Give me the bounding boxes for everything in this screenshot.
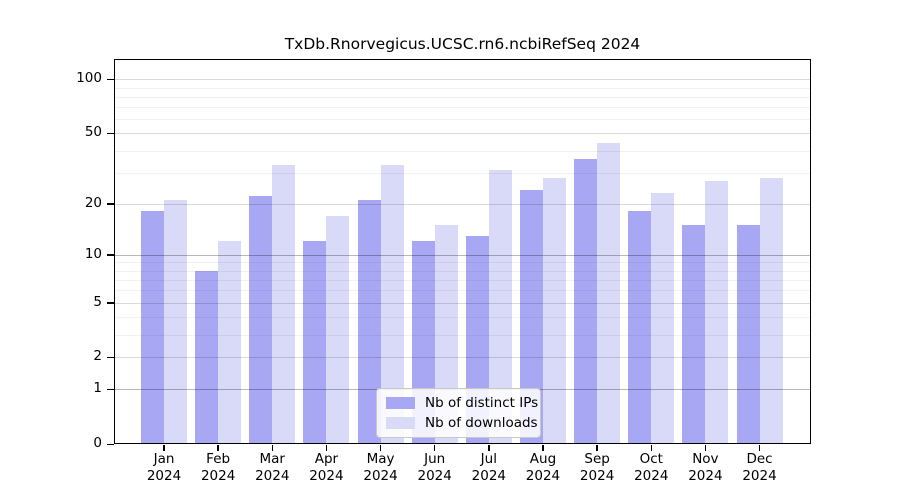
legend: Nb of distinct IPs Nb of downloads xyxy=(376,388,541,438)
x-tick-mark xyxy=(542,445,544,451)
bar-downloads xyxy=(272,165,296,445)
bar-downloads xyxy=(705,180,729,445)
x-tick-mark xyxy=(433,445,436,451)
bar-downloads xyxy=(164,199,187,445)
x-tick-label: Dec 2024 xyxy=(742,451,777,484)
x-tick-mark xyxy=(163,445,165,451)
x-tick-label: Aug 2024 xyxy=(525,451,561,484)
y-tick-label: 10 xyxy=(84,245,102,262)
y-tick-mark xyxy=(107,78,114,81)
x-tick-mark xyxy=(596,445,598,451)
x-tick-mark xyxy=(271,445,274,451)
y-tick-mark xyxy=(107,203,114,205)
y-tick-mark xyxy=(107,443,114,446)
bar-downloads xyxy=(326,215,350,445)
y-tick-label: 0 xyxy=(93,435,102,452)
legend-item: Nb of distinct IPs xyxy=(386,395,538,411)
y-tick-label: 2 xyxy=(93,348,102,365)
x-tick-mark xyxy=(217,445,219,451)
y-tick-label: 5 xyxy=(93,293,102,310)
x-tick-mark xyxy=(379,445,382,451)
x-tick-label: Feb 2024 xyxy=(200,451,236,484)
x-tick-mark xyxy=(488,445,490,451)
bar-downloads xyxy=(380,165,404,445)
y-tick-label: 1 xyxy=(93,380,102,397)
bar-distinct-ips xyxy=(357,199,381,445)
bar-downloads xyxy=(759,177,783,445)
y-tick-mark xyxy=(107,356,114,359)
bar-distinct-ips xyxy=(249,196,273,445)
x-tick-mark xyxy=(650,445,652,451)
y-tick-mark xyxy=(107,132,114,135)
x-tick-label: Jan 2024 xyxy=(146,451,182,484)
y-tick-mark xyxy=(107,254,114,256)
bars-layer xyxy=(114,59,811,445)
legend-swatch-icon xyxy=(386,417,415,429)
y-tick-mark xyxy=(107,388,114,391)
bar-distinct-ips xyxy=(682,225,706,445)
x-tick-label: Nov 2024 xyxy=(688,451,723,484)
y-tick-label: 100 xyxy=(76,70,102,87)
x-tick-label: Sep 2024 xyxy=(579,451,615,484)
y-tick-label: 20 xyxy=(84,194,102,211)
x-tick-label: Mar 2024 xyxy=(255,451,290,484)
bar-distinct-ips xyxy=(628,211,652,445)
bar-distinct-ips xyxy=(574,158,598,445)
plot-area xyxy=(114,59,811,445)
bar-downloads xyxy=(542,177,566,445)
x-tick-label: Jul 2024 xyxy=(471,451,506,484)
y-tick-mark xyxy=(107,302,114,304)
bar-downloads xyxy=(651,192,675,445)
legend-swatch-icon xyxy=(386,397,415,409)
bar-distinct-ips xyxy=(195,270,219,445)
bar-downloads xyxy=(597,143,621,445)
bar-distinct-ips xyxy=(736,225,760,445)
bar-distinct-ips xyxy=(303,241,327,445)
bar-downloads xyxy=(488,170,512,445)
legend-item: Nb of downloads xyxy=(386,415,538,431)
y-tick-label: 50 xyxy=(84,124,102,141)
bar-distinct-ips xyxy=(141,211,164,445)
x-tick-label: Apr 2024 xyxy=(309,451,344,484)
legend-label: Nb of distinct IPs xyxy=(425,395,539,411)
x-tick-label: May 2024 xyxy=(363,451,398,484)
x-tick-label: Oct 2024 xyxy=(634,451,669,484)
x-tick-mark xyxy=(704,445,707,451)
chart-title: TxDb.Rnorvegicus.UCSC.rn6.ncbiRefSeq 202… xyxy=(284,35,641,53)
x-tick-mark xyxy=(325,445,328,451)
bar-downloads xyxy=(218,241,242,445)
legend-label: Nb of downloads xyxy=(425,415,538,431)
x-tick-label: Jun 2024 xyxy=(417,451,452,484)
bar-distinct-ips xyxy=(519,189,543,445)
x-tick-mark xyxy=(758,445,761,451)
